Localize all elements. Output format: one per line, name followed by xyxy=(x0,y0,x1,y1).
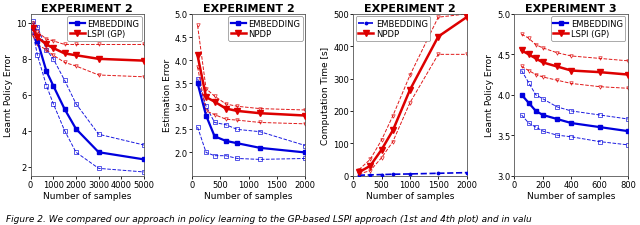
Line: NPDP: NPDP xyxy=(356,15,469,175)
EMBEDDING xyxy=(539,114,547,117)
Y-axis label: Estimation Error: Estimation Error xyxy=(163,59,172,132)
X-axis label: Number of samples: Number of samples xyxy=(527,192,616,201)
EMBEDDING xyxy=(61,108,68,111)
Text: Figure 2. We compared our approach in policy learning to the GP-based LSPI appro: Figure 2. We compared our approach in po… xyxy=(6,214,532,223)
LSPI (GP) xyxy=(532,58,540,61)
Legend: EMBEDDING, LSPI (GP): EMBEDDING, LSPI (GP) xyxy=(67,17,141,41)
EMBEDDING xyxy=(72,128,80,131)
LSPI (GP) xyxy=(29,28,36,31)
Title: EXPERIMENT 3: EXPERIMENT 3 xyxy=(525,4,617,14)
LSPI (GP) xyxy=(95,58,102,61)
EMBEDDING xyxy=(43,71,51,73)
NPDP xyxy=(194,55,202,58)
EMBEDDING xyxy=(378,173,385,176)
NPDP xyxy=(406,89,413,92)
NPDP xyxy=(389,129,397,132)
X-axis label: Number of samples: Number of samples xyxy=(365,192,454,201)
Line: EMBEDDING: EMBEDDING xyxy=(519,93,630,134)
Y-axis label: Computation Time [s]: Computation Time [s] xyxy=(321,47,330,144)
Title: EXPERIMENT 2: EXPERIMENT 2 xyxy=(42,4,133,14)
Y-axis label: Learnt Policy Error: Learnt Policy Error xyxy=(485,54,494,137)
EMBEDDING xyxy=(49,85,57,88)
Legend: EMBEDDING, LSPI (GP): EMBEDDING, LSPI (GP) xyxy=(551,17,625,41)
Title: EXPERIMENT 2: EXPERIMENT 2 xyxy=(203,4,294,14)
LSPI (GP) xyxy=(49,47,57,50)
LSPI (GP) xyxy=(43,44,51,47)
EMBEDDING xyxy=(463,171,470,174)
NPDP xyxy=(355,171,363,174)
EMBEDDING xyxy=(525,102,532,105)
EMBEDDING xyxy=(234,142,241,145)
NPDP xyxy=(301,115,309,117)
NPDP xyxy=(256,112,264,115)
Line: EMBEDDING: EMBEDDING xyxy=(31,25,147,162)
Legend: EMBEDDING, NPDP: EMBEDDING, NPDP xyxy=(228,17,303,41)
EMBEDDING xyxy=(95,151,102,154)
LSPI (GP) xyxy=(33,37,41,39)
EMBEDDING xyxy=(596,126,604,129)
LSPI (GP) xyxy=(624,74,632,76)
EMBEDDING xyxy=(202,115,210,117)
NPDP xyxy=(435,36,442,39)
EMBEDDING xyxy=(211,135,218,138)
Line: EMBEDDING: EMBEDDING xyxy=(195,81,308,155)
EMBEDDING xyxy=(567,122,575,125)
EMBEDDING xyxy=(553,118,561,121)
NPDP xyxy=(211,101,218,104)
Line: EMBEDDING: EMBEDDING xyxy=(356,171,469,178)
Legend: EMBEDDING, NPDP: EMBEDDING, NPDP xyxy=(356,17,430,41)
EMBEDDING xyxy=(194,83,202,85)
NPDP xyxy=(234,110,241,113)
Line: LSPI (GP): LSPI (GP) xyxy=(519,48,630,78)
EMBEDDING xyxy=(33,40,41,43)
EMBEDDING xyxy=(435,172,442,175)
LSPI (GP) xyxy=(596,72,604,74)
EMBEDDING xyxy=(532,110,540,113)
EMBEDDING xyxy=(366,174,374,176)
EMBEDDING xyxy=(301,151,309,154)
LSPI (GP) xyxy=(539,62,547,65)
NPDP xyxy=(202,96,210,99)
EMBEDDING xyxy=(624,130,632,133)
Title: EXPERIMENT 2: EXPERIMENT 2 xyxy=(364,4,456,14)
NPDP xyxy=(463,17,470,19)
LSPI (GP) xyxy=(61,53,68,56)
Y-axis label: Learnt Policy Error: Learnt Policy Error xyxy=(4,54,13,137)
EMBEDDING xyxy=(256,147,264,150)
LSPI (GP) xyxy=(518,50,525,52)
X-axis label: Number of samples: Number of samples xyxy=(204,192,292,201)
EMBEDDING xyxy=(140,158,148,161)
Line: NPDP: NPDP xyxy=(195,54,308,119)
EMBEDDING xyxy=(355,174,363,177)
NPDP xyxy=(222,108,230,110)
EMBEDDING xyxy=(29,26,36,29)
LSPI (GP) xyxy=(72,55,80,57)
EMBEDDING xyxy=(406,173,413,176)
EMBEDDING xyxy=(518,94,525,97)
Line: LSPI (GP): LSPI (GP) xyxy=(30,26,147,64)
EMBEDDING xyxy=(389,173,397,176)
LSPI (GP) xyxy=(140,60,148,63)
NPDP xyxy=(378,149,385,151)
LSPI (GP) xyxy=(525,54,532,56)
LSPI (GP) xyxy=(567,70,575,72)
X-axis label: Number of samples: Number of samples xyxy=(43,192,131,201)
NPDP xyxy=(366,165,374,167)
EMBEDDING xyxy=(222,140,230,143)
LSPI (GP) xyxy=(553,66,561,69)
